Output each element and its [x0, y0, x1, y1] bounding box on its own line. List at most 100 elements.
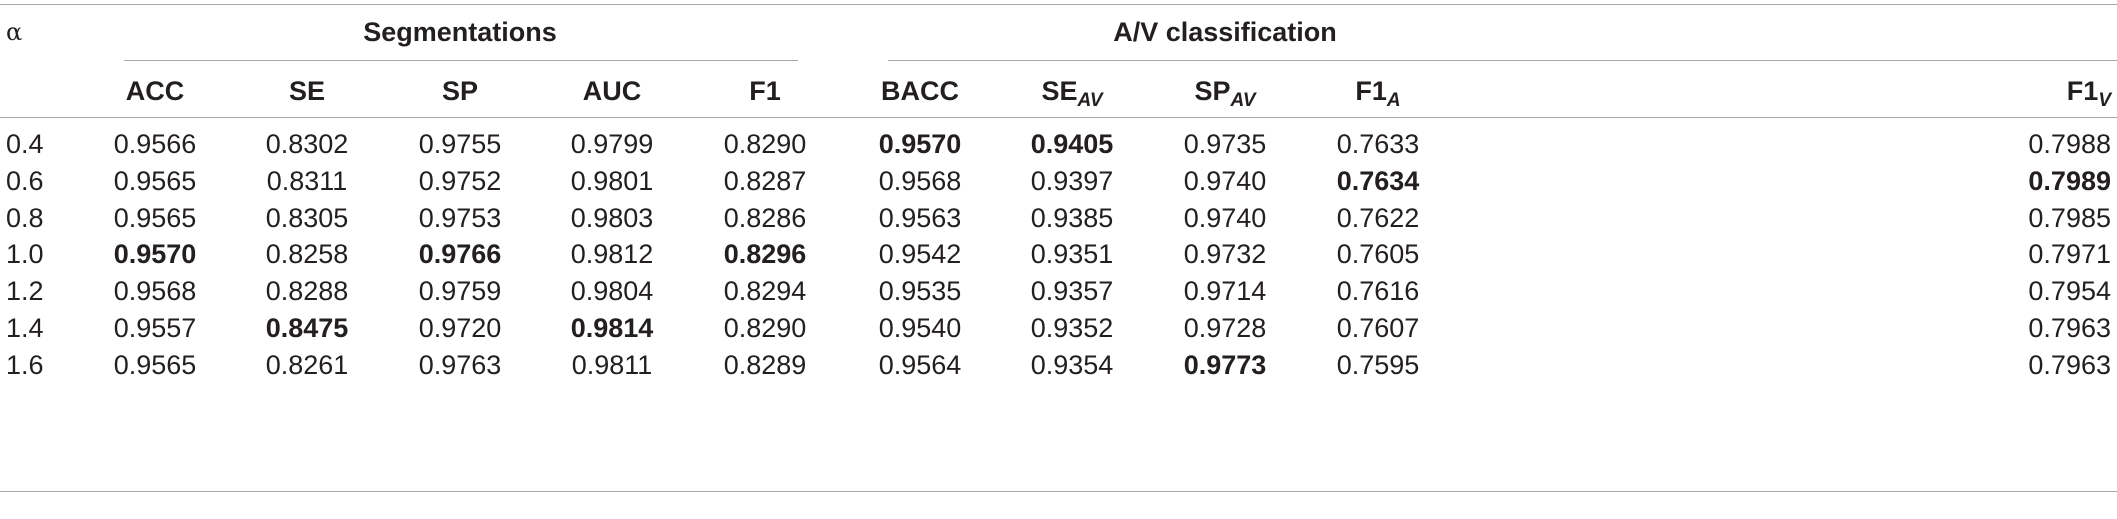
- column-header-f1-v: F1V: [2066, 76, 2111, 111]
- table-cell: 0.9357: [1030, 276, 1114, 306]
- table-cell: 0.9763: [418, 350, 502, 380]
- table-cell: 0.9568: [878, 166, 962, 196]
- alpha-value: 1.0: [6, 239, 44, 269]
- table-cell: 0.9570: [878, 129, 962, 159]
- table-cell: 0.9354: [1030, 350, 1114, 380]
- table-cell: 0.9755: [418, 129, 502, 159]
- table-cell: 0.9773: [1183, 350, 1267, 380]
- table-cell: 0.9728: [1183, 313, 1267, 343]
- table-cell: 0.9801: [570, 166, 654, 196]
- table-cell: 0.9564: [878, 350, 962, 380]
- column-header-f1-a: F1A: [1355, 76, 1401, 111]
- table-cell: 0.7634: [1336, 166, 1420, 196]
- table-cell: 0.9565: [113, 166, 197, 196]
- segmentations-underline: [124, 60, 798, 61]
- table-cell: 0.8290: [723, 129, 807, 159]
- table-cell: 0.9814: [570, 313, 654, 343]
- table-cell: 0.9351: [1030, 239, 1114, 269]
- table-cell: 0.7988: [2028, 129, 2111, 159]
- table-cell: 0.8311: [266, 166, 348, 196]
- table-cell: 0.9565: [113, 203, 197, 233]
- table-cell: 0.8290: [723, 313, 807, 343]
- table-cell: 0.7607: [1336, 313, 1420, 343]
- alpha-value: 1.2: [6, 276, 44, 306]
- table-cell: 0.9753: [418, 203, 502, 233]
- table-cell: 0.8286: [723, 203, 807, 233]
- column-header-sp: SP: [441, 76, 479, 106]
- table-cell: 0.9735: [1183, 129, 1267, 159]
- table-cell: 0.9811: [571, 350, 653, 380]
- table-cell: 0.8305: [265, 203, 349, 233]
- header-bottom-rule: [0, 117, 2117, 118]
- table-cell: 0.8261: [265, 350, 349, 380]
- table-cell: 0.8289: [723, 350, 807, 380]
- table-cell: 0.9740: [1183, 203, 1267, 233]
- alpha-value: 0.8: [6, 203, 44, 233]
- column-header-subscript: AV: [1230, 90, 1256, 111]
- table-cell: 0.7963: [2028, 313, 2111, 343]
- table-cell: 0.7963: [2028, 350, 2111, 380]
- table-cell: 0.9714: [1183, 276, 1267, 306]
- table-cell: 0.9740: [1183, 166, 1267, 196]
- table-cell: 0.7985: [2028, 203, 2111, 233]
- column-header-bacc: BACC: [881, 76, 959, 106]
- table-cell: 0.9759: [418, 276, 502, 306]
- table-cell: 0.9542: [878, 239, 962, 269]
- table-cell: 0.9570: [113, 239, 197, 269]
- alpha-value: 1.4: [6, 313, 44, 343]
- table-cell: 0.7989: [2028, 166, 2111, 196]
- table-cell: 0.7595: [1336, 350, 1420, 380]
- table-cell: 0.7954: [2028, 276, 2111, 306]
- table-cell: 0.8296: [723, 239, 807, 269]
- table-cell: 0.9752: [418, 166, 502, 196]
- column-header-sp-av: SPAV: [1194, 76, 1256, 111]
- column-header-subscript: V: [2098, 90, 2111, 111]
- table-cell: 0.9540: [878, 313, 962, 343]
- table-cell: 0.7622: [1336, 203, 1420, 233]
- table-cell: 0.9720: [418, 313, 502, 343]
- table-cell: 0.8294: [723, 276, 807, 306]
- table-cell: 0.9557: [113, 313, 197, 343]
- table-cell: 0.7971: [2028, 239, 2111, 269]
- column-header-acc: ACC: [125, 76, 185, 106]
- table-cell: 0.9565: [113, 350, 197, 380]
- column-header-auc: AUC: [582, 76, 642, 106]
- av-classification-group-header: A/V classification: [1113, 17, 1337, 47]
- alpha-header: α: [6, 18, 23, 46]
- table-cell: 0.9535: [878, 276, 962, 306]
- column-header-subscript: A: [1386, 90, 1401, 111]
- table-cell: 0.7616: [1336, 276, 1420, 306]
- table-cell: 0.8475: [265, 313, 349, 343]
- table-cell: 0.8258: [265, 239, 349, 269]
- column-header-se: SE: [288, 76, 326, 106]
- table-cell: 0.9766: [418, 239, 502, 269]
- top-rule: [0, 4, 2117, 5]
- table-cell: 0.9804: [570, 276, 654, 306]
- alpha-value: 0.4: [6, 129, 44, 159]
- alpha-value: 1.6: [6, 350, 44, 380]
- bottom-rule: [0, 491, 2117, 492]
- table-cell: 0.8287: [723, 166, 807, 196]
- table-cell: 0.9385: [1030, 203, 1114, 233]
- table-cell: 0.9568: [113, 276, 197, 306]
- table-cell: 0.9803: [570, 203, 654, 233]
- table-cell: 0.9799: [570, 129, 654, 159]
- column-header-f1: F1: [749, 76, 781, 106]
- table-cell: 0.8302: [265, 129, 349, 159]
- table-cell: 0.8288: [265, 276, 349, 306]
- segmentations-group-header: Segmentations: [363, 17, 557, 47]
- table-cell: 0.9566: [113, 129, 197, 159]
- table-cell: 0.9732: [1183, 239, 1267, 269]
- alpha-value: 0.6: [6, 166, 44, 196]
- av-underline: [888, 60, 2117, 61]
- table-cell: 0.9812: [570, 239, 654, 269]
- table-cell: 0.7605: [1336, 239, 1420, 269]
- table-cell: 0.9397: [1030, 166, 1114, 196]
- table-cell: 0.9405: [1030, 129, 1114, 159]
- table-cell: 0.7633: [1336, 129, 1420, 159]
- table-cell: 0.9563: [878, 203, 962, 233]
- table-cell: 0.9352: [1030, 313, 1114, 343]
- column-header-subscript: AV: [1077, 90, 1103, 111]
- column-header-se-av: SEAV: [1041, 76, 1103, 111]
